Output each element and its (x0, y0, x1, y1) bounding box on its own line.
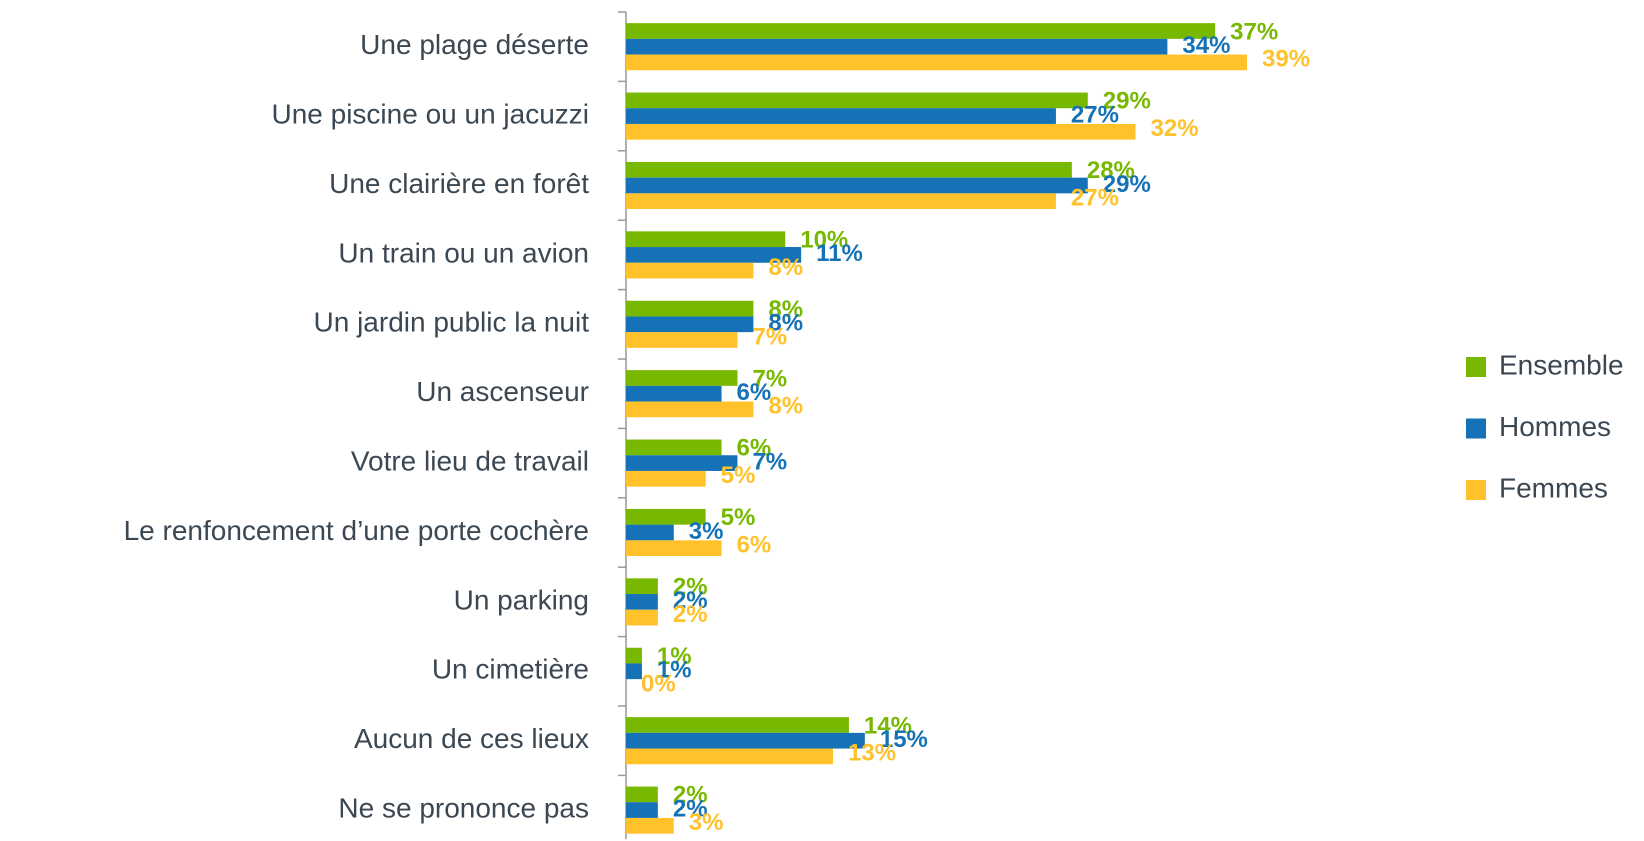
bar (626, 717, 849, 733)
value-label: 37% (1230, 18, 1278, 45)
value-label: 2% (673, 601, 708, 628)
value-label: 8% (768, 310, 803, 337)
bar (626, 316, 754, 333)
value-label: 0% (641, 670, 676, 697)
value-label: 32% (1151, 115, 1199, 142)
bar (626, 663, 642, 680)
value-label: 2% (673, 574, 708, 601)
bar (626, 262, 754, 279)
legend-label: Hommes (1499, 411, 1611, 442)
bar (626, 470, 706, 487)
value-label: 6% (737, 435, 772, 462)
bar (626, 524, 674, 541)
bar (626, 231, 786, 248)
value-label: 34% (1182, 32, 1230, 59)
bar (626, 455, 738, 471)
value-label: 14% (864, 712, 912, 739)
value-label: 3% (689, 809, 724, 836)
category-label: Votre lieu de travail (351, 445, 589, 476)
value-label: 1% (657, 657, 692, 684)
category-label: Un jardin public la nuit (314, 307, 590, 338)
value-label: 7% (752, 448, 787, 475)
legend-label: Femmes (1499, 472, 1608, 503)
legend-swatch (1466, 480, 1486, 500)
value-label: 29% (1103, 88, 1151, 115)
bar (626, 54, 1247, 71)
bar (626, 508, 706, 525)
value-label: 13% (848, 740, 896, 767)
bar (626, 123, 1136, 140)
value-label: 27% (1071, 185, 1119, 212)
category-label: Un ascenseur (416, 376, 589, 407)
value-label: 8% (768, 393, 803, 420)
category-label: Ne se prononce pas (338, 792, 589, 823)
category-label: Une clairière en forêt (329, 168, 589, 199)
bar (626, 300, 754, 317)
bar (626, 247, 802, 263)
value-label: 5% (721, 462, 756, 489)
value-label: 29% (1103, 171, 1151, 198)
bar (626, 802, 658, 818)
value-label: 2% (673, 587, 708, 614)
bar (626, 540, 722, 557)
value-label: 11% (816, 240, 863, 267)
value-label: 39% (1262, 46, 1310, 73)
bar (626, 401, 754, 418)
bar (626, 817, 674, 834)
bar (626, 748, 833, 765)
bar (626, 732, 865, 749)
category-label: Une plage déserte (360, 29, 589, 60)
value-label: 8% (768, 296, 803, 323)
bar (626, 332, 738, 348)
bar (626, 108, 1056, 124)
value-label: 28% (1087, 157, 1135, 184)
bar (626, 193, 1056, 210)
bar (626, 38, 1168, 55)
bar (626, 370, 738, 386)
legend-label: Ensemble (1499, 349, 1624, 380)
bar (626, 786, 658, 803)
bar (626, 647, 642, 664)
value-label: 2% (673, 782, 708, 809)
value-label: 15% (880, 726, 928, 753)
value-label: 5% (721, 504, 756, 531)
category-label: Une piscine ou un jacuzzi (271, 98, 589, 129)
bar (626, 578, 658, 595)
bar (626, 177, 1088, 194)
bar (626, 385, 722, 402)
value-label: 3% (689, 518, 724, 545)
bar (626, 92, 1088, 109)
category-label: Aucun de ces lieux (354, 723, 589, 754)
value-label: 7% (752, 365, 787, 392)
bar (626, 609, 658, 626)
value-label: 27% (1071, 101, 1119, 128)
category-label: Un train ou un avion (338, 237, 589, 268)
legend-swatch (1466, 418, 1486, 439)
value-label: 6% (737, 379, 772, 406)
value-label: 6% (737, 532, 772, 559)
legend-swatch (1466, 357, 1486, 377)
bar (626, 161, 1072, 178)
category-label: Un parking (454, 584, 589, 615)
bar (626, 23, 1216, 39)
value-label: 7% (752, 323, 787, 350)
value-label: 10% (800, 227, 848, 254)
value-label: 8% (768, 254, 803, 281)
value-label: 1% (657, 643, 692, 670)
value-label: 2% (673, 795, 708, 822)
category-label: Le renfoncement d’une porte cochère (124, 515, 589, 546)
bar (626, 594, 658, 610)
category-label: Un cimetière (432, 654, 589, 685)
bar (626, 439, 722, 456)
